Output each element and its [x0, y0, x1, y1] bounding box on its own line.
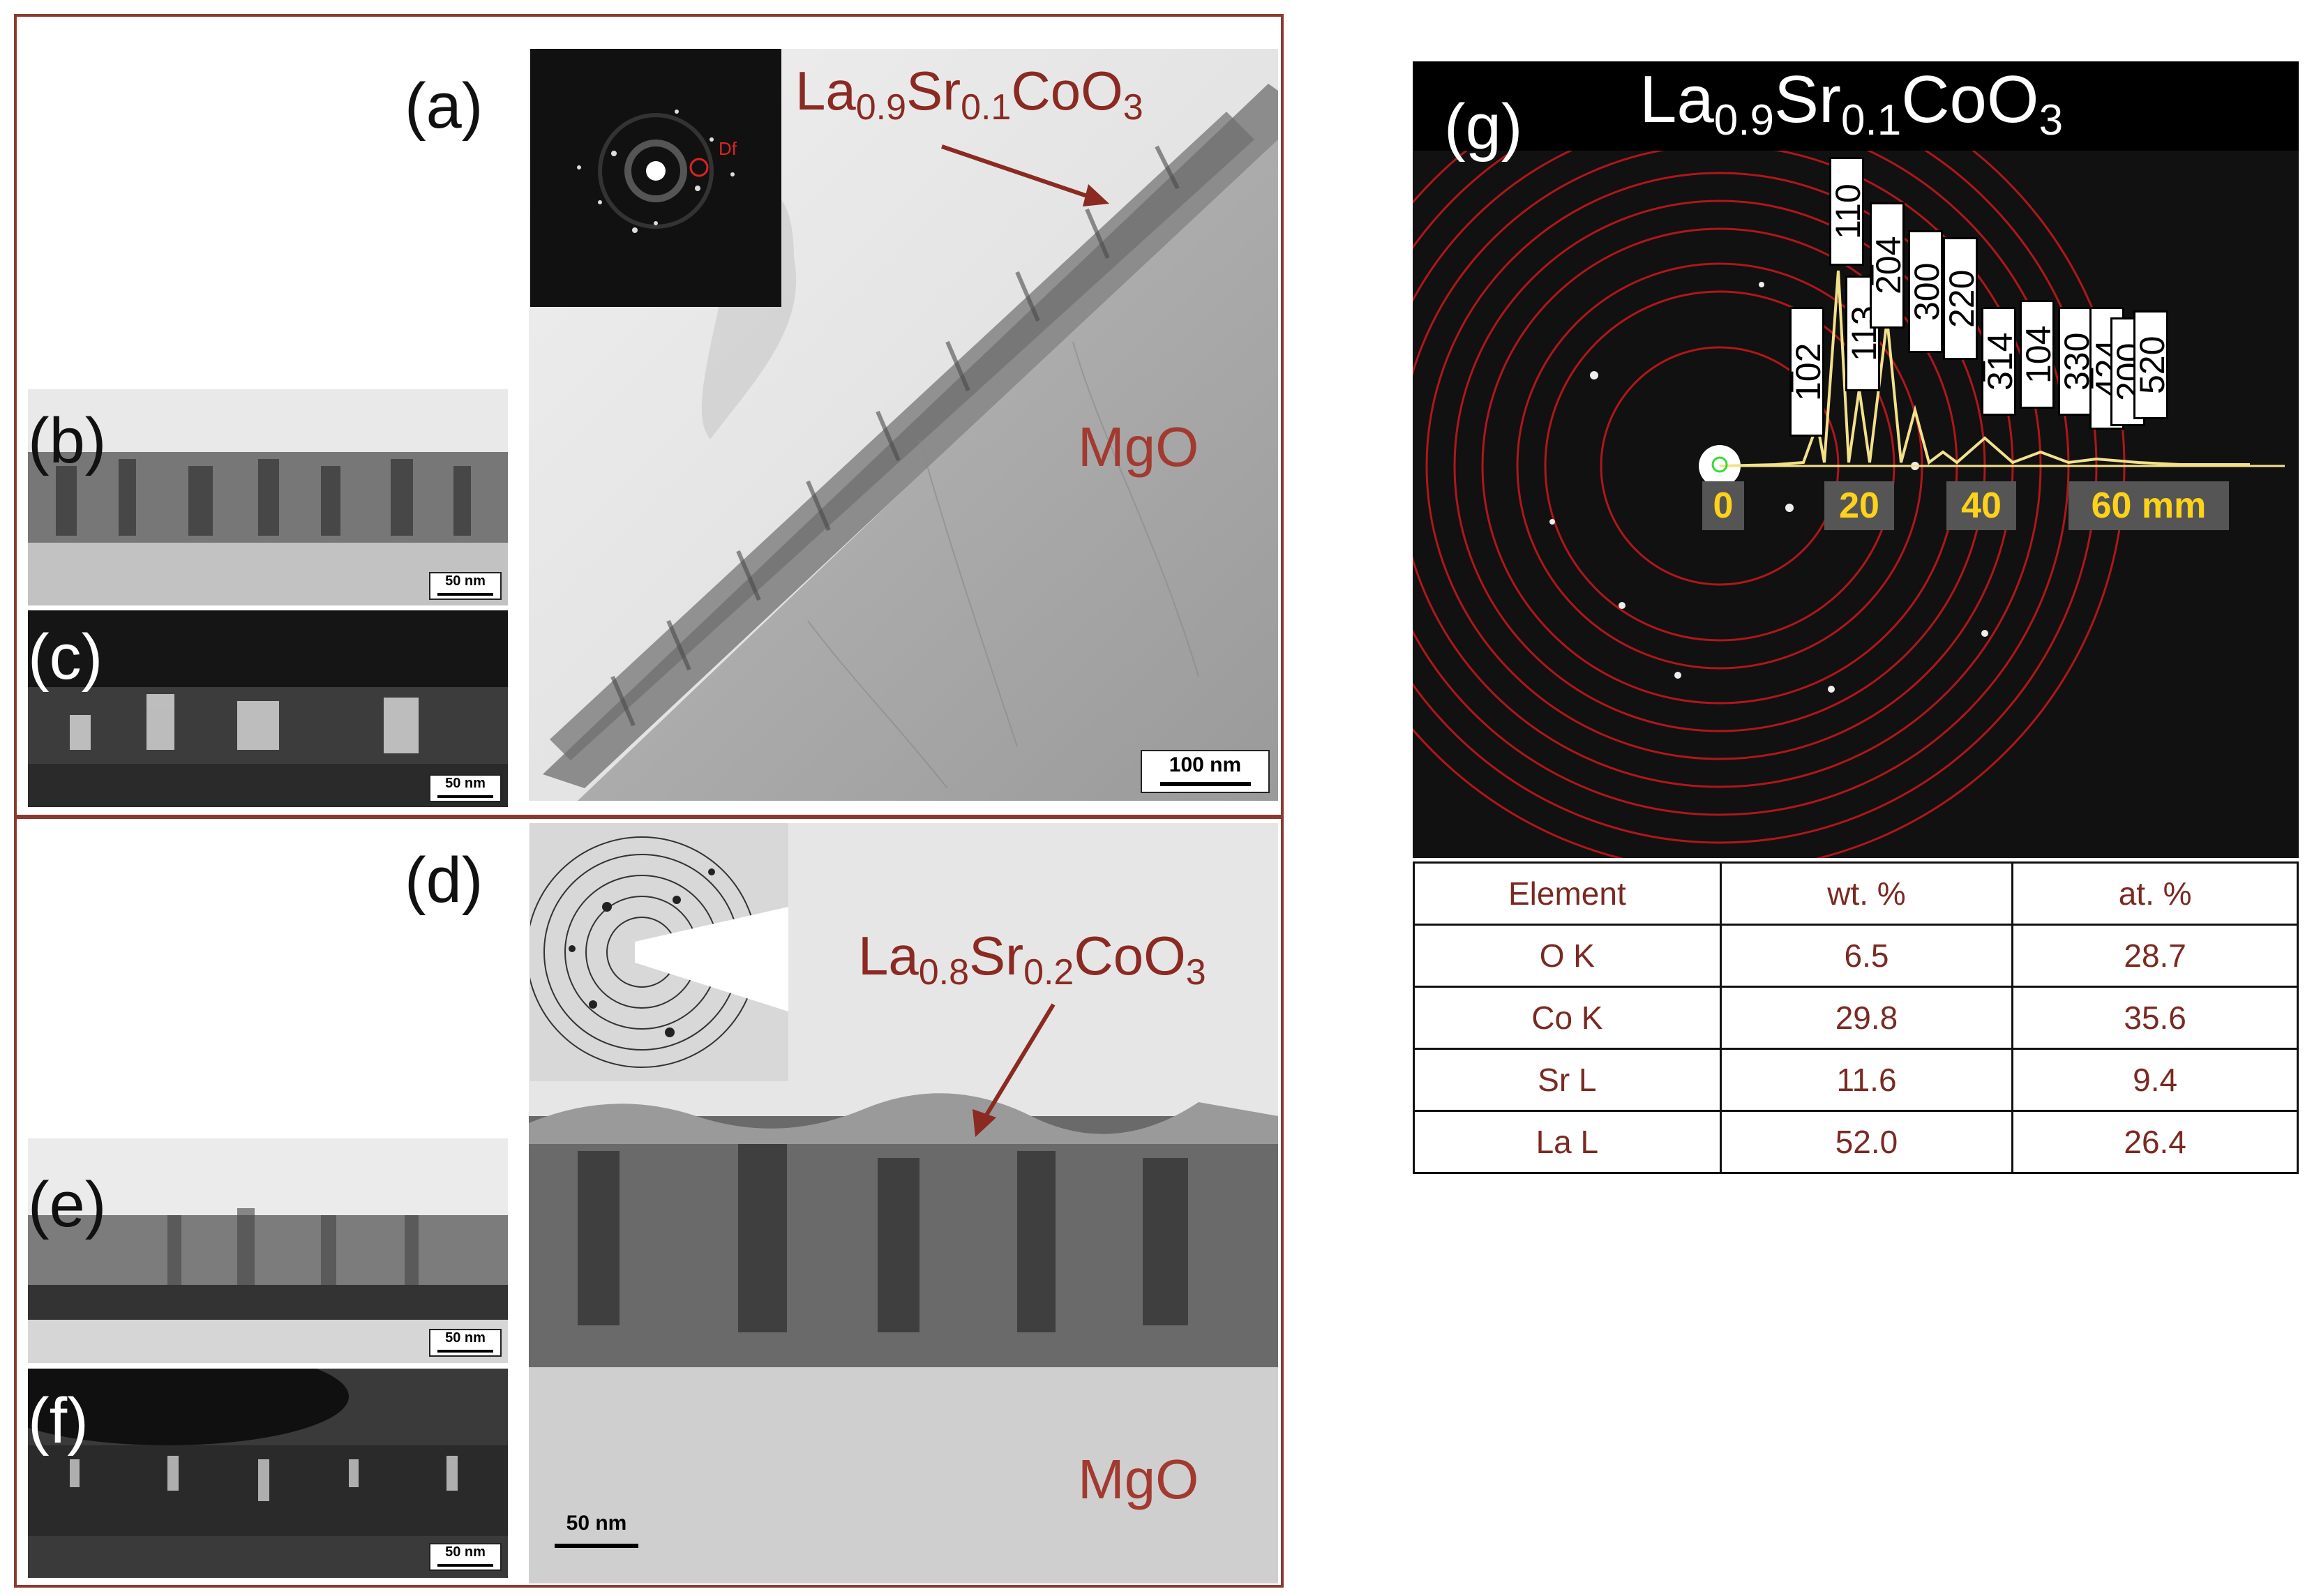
inset-label-df: Df: [719, 138, 737, 159]
scale-bar-b: 50 nm: [429, 572, 502, 600]
arrow-d: [973, 1003, 1056, 1137]
table-cell: 28.7: [2011, 924, 2299, 988]
hkl-label: 330: [2057, 307, 2096, 416]
axis-tick-label: 20: [1824, 481, 1894, 530]
micrograph-c: [28, 610, 508, 807]
table-header-row: Element wt. % at. %: [1413, 861, 2299, 926]
hkl-label: 1̅02: [1789, 307, 1828, 437]
micrograph-b: [28, 389, 508, 605]
table-cell: 9.4: [2011, 1048, 2299, 1112]
micrograph-f: [28, 1369, 508, 1578]
arrow-a: [941, 144, 1109, 206]
table-cell: La L: [1413, 1110, 1722, 1174]
table-cell: O K: [1413, 924, 1722, 988]
table-cell: Co K: [1413, 986, 1722, 1050]
hkl-label: 300: [1907, 230, 1946, 353]
substrate-label-a: MgO: [1078, 416, 1199, 478]
substrate-label-d: MgO: [1078, 1448, 1199, 1510]
hkl-label: 110: [1829, 157, 1868, 266]
formula-g: La0.9Sr0.1CoO3: [1639, 62, 2064, 144]
table-cell: 29.8: [1719, 986, 2014, 1050]
table-row: Sr L 11.6 9.4: [1413, 1048, 2299, 1112]
table-cell: 35.6: [2011, 986, 2299, 1050]
scale-bar-e: 50 nm: [429, 1329, 502, 1357]
panel-label-e: (e): [28, 1169, 107, 1240]
table-row: O K 6.5 28.7: [1413, 924, 2299, 988]
table-cell: 6.5: [1719, 924, 2014, 988]
formula-a: La0.9Sr0.1CoO3: [795, 60, 1143, 128]
hkl-label: 220: [1942, 237, 1981, 360]
table-cell: Sr L: [1413, 1048, 1722, 1112]
table-cell: 26.4: [2011, 1110, 2299, 1174]
scale-bar-d: 50 nm: [551, 1510, 642, 1553]
eds-composition-table: Element wt. % at. % O K 6.5 28.7 Co K 29…: [1413, 861, 2299, 1174]
panel-label-f: (f): [28, 1385, 89, 1456]
axis-tick-label: 40: [1946, 481, 2016, 530]
diffraction-inset-a: Df: [530, 49, 781, 307]
scale-bar-f: 50 nm: [429, 1543, 502, 1571]
micrograph-e: [28, 1138, 508, 1363]
table-row: La L 52.0 26.4: [1413, 1110, 2299, 1174]
table-header-cell: at. %: [2011, 861, 2299, 926]
micrograph-d: [529, 823, 1278, 1583]
bottom-panel-frame: [14, 816, 1284, 1588]
scale-bar-a: 100 nm: [1141, 750, 1270, 793]
panel-label-g: (g): [1444, 91, 1523, 163]
hkl-label: 3̅14: [1981, 307, 2020, 416]
title-bar-g: [1413, 61, 2299, 151]
hkl-label: 104: [2019, 300, 2058, 409]
hkl-label: 2̅04: [1869, 202, 1908, 329]
formula-d: La0.8Sr0.2CoO3: [858, 925, 1206, 993]
axis-tick-label: 0: [1702, 481, 1744, 530]
panel-label-d: (d): [405, 845, 483, 916]
panel-label-b: (b): [28, 405, 107, 476]
table-row: Co K 29.8 35.6: [1413, 986, 2299, 1050]
table-header-cell: Element: [1413, 861, 1722, 926]
micrograph-a: [529, 49, 1278, 801]
diffraction-inset-d: [530, 823, 788, 1081]
panel-label-c: (c): [28, 622, 103, 693]
panel-label-a: (a): [405, 70, 483, 142]
hkl-label: 520: [2133, 310, 2172, 419]
table-cell: 11.6: [1719, 1048, 2014, 1112]
axis-tick-label: 60 mm: [2069, 481, 2229, 530]
scale-bar-c: 50 nm: [429, 774, 502, 802]
table-header-cell: wt. %: [1719, 861, 2014, 926]
table-cell: 52.0: [1719, 1110, 2014, 1174]
